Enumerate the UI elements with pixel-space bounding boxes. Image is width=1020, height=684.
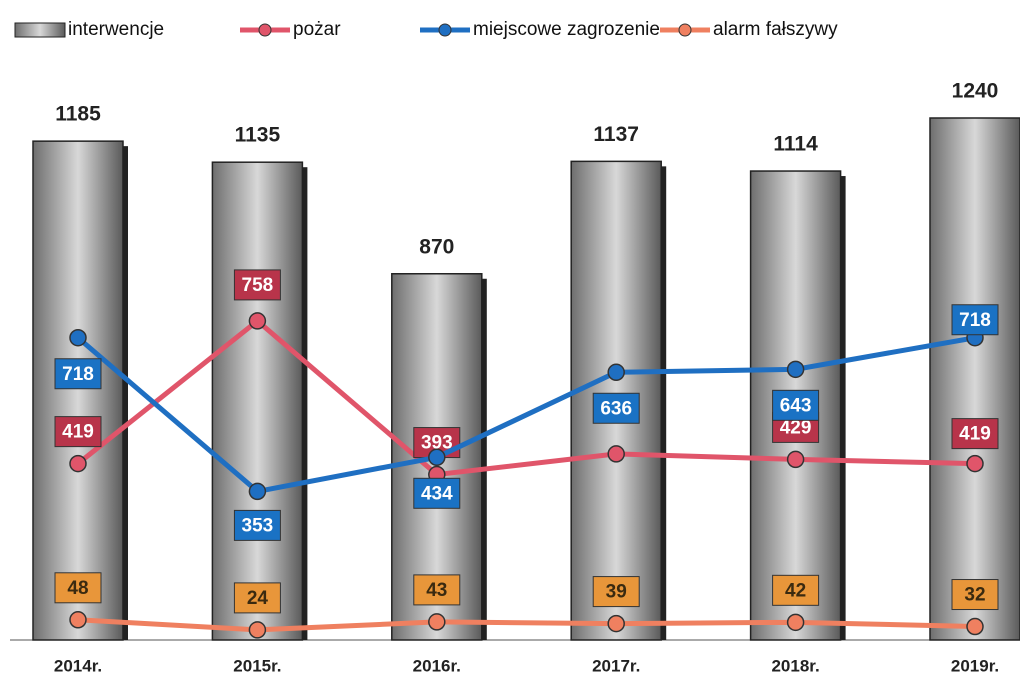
bar <box>929 117 1020 641</box>
point <box>966 454 984 473</box>
point <box>607 614 625 633</box>
x-tick-label: 2019r. <box>951 656 999 675</box>
value-label: 718 <box>62 364 94 385</box>
line <box>76 335 976 495</box>
x-tick-label: 2018r. <box>771 656 819 675</box>
value-label-box <box>592 576 640 608</box>
point <box>248 621 267 639</box>
value-label-box <box>951 304 999 336</box>
legend-swatch <box>438 23 452 37</box>
value-label-box <box>54 416 102 448</box>
bar-label: 1114 <box>773 133 818 156</box>
legend-swatch <box>258 23 272 37</box>
value-label-box <box>951 579 999 611</box>
legend-swatch <box>14 22 66 38</box>
value-label: 39 <box>606 582 627 603</box>
point <box>248 482 267 501</box>
value-label-box <box>413 574 461 606</box>
value-label-box <box>772 574 820 606</box>
point <box>966 617 984 636</box>
x-tick-label: 2015r. <box>233 656 281 675</box>
x-tick-label: 2016r. <box>413 656 461 675</box>
legend-label: alarm fałszywy <box>713 19 838 40</box>
legend-label: pożar <box>293 19 341 40</box>
value-label: 434 <box>421 483 453 504</box>
value-label: 42 <box>785 580 806 601</box>
value-label-box <box>592 392 640 424</box>
bar-label: 1137 <box>593 123 639 146</box>
value-label: 24 <box>247 588 269 609</box>
point <box>786 450 805 469</box>
value-label: 48 <box>67 578 88 599</box>
value-label: 32 <box>964 585 985 606</box>
value-label: 393 <box>421 433 453 454</box>
value-label-box <box>951 418 999 450</box>
value-label-box <box>233 509 281 541</box>
x-tick-label: 2017r. <box>592 656 640 675</box>
bar <box>211 161 304 641</box>
legend-swatch <box>678 23 692 37</box>
value-label: 353 <box>242 515 274 536</box>
value-label-box <box>233 582 281 614</box>
bar-label: 1135 <box>235 124 281 147</box>
legend-label: interwencje <box>68 19 164 40</box>
line <box>77 617 976 633</box>
value-label-box <box>54 572 102 604</box>
value-label: 636 <box>600 398 632 419</box>
value-label: 758 <box>242 275 274 296</box>
point <box>428 448 446 467</box>
line <box>76 317 976 478</box>
point <box>607 363 625 382</box>
value-label: 419 <box>959 424 991 445</box>
x-tick-label: 2014r. <box>54 656 102 675</box>
point <box>69 454 87 473</box>
value-label-box <box>54 358 102 390</box>
legend-label: miejscowe zagrozenie <box>473 19 660 40</box>
value-label: 43 <box>426 580 447 601</box>
value-label-box <box>772 389 820 421</box>
point <box>248 312 267 330</box>
point <box>786 613 805 632</box>
bar-label: 870 <box>419 235 454 258</box>
point <box>428 613 446 631</box>
point <box>607 445 625 463</box>
point <box>69 328 87 347</box>
point <box>786 360 805 379</box>
value-label: 429 <box>780 417 812 438</box>
bar-label: 1185 <box>55 103 101 126</box>
value-label: 643 <box>780 395 812 416</box>
value-label: 419 <box>62 422 94 443</box>
point <box>69 611 87 629</box>
bar-label: 1240 <box>952 80 999 103</box>
value-label-box <box>413 477 461 509</box>
value-label-box <box>233 269 281 301</box>
value-label: 718 <box>959 310 991 331</box>
bar <box>32 140 124 641</box>
